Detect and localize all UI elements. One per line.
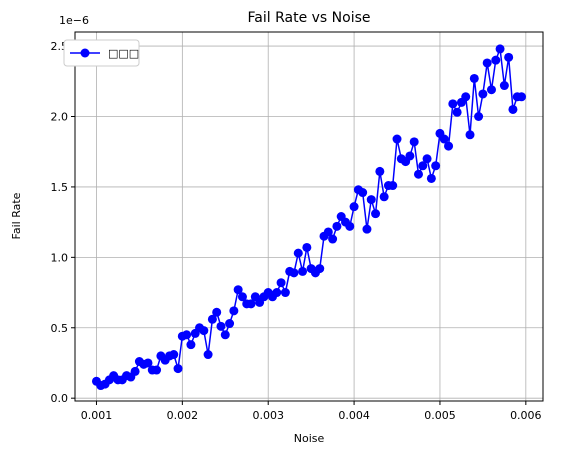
data-point: [203, 350, 213, 360]
data-point: [371, 209, 381, 219]
data-point: [418, 161, 428, 171]
x-tick-label: 0.004: [338, 409, 370, 422]
data-point: [233, 285, 243, 295]
data-point: [289, 268, 299, 278]
data-point: [143, 358, 153, 368]
x-tick-label: 0.002: [167, 409, 199, 422]
y-tick-label: 1.5: [51, 181, 69, 194]
data-point: [323, 227, 333, 237]
data-point: [212, 307, 222, 317]
data-point: [358, 188, 368, 198]
y-axis-label: Fail Rate: [10, 192, 23, 239]
x-tick-label: 0.006: [510, 409, 542, 422]
data-point: [495, 44, 505, 54]
data-point: [328, 234, 338, 244]
data-point: [186, 340, 196, 350]
data-point: [225, 319, 235, 329]
data-point: [392, 134, 402, 144]
y-tick-label: 0.5: [51, 322, 69, 335]
data-point: [413, 169, 423, 179]
data-point: [444, 141, 454, 151]
data-point: [482, 58, 492, 68]
data-point: [276, 278, 286, 288]
x-tick-label: 0.001: [81, 409, 113, 422]
data-point: [272, 288, 282, 298]
data-point: [207, 314, 217, 324]
data-point: [422, 154, 432, 164]
data-point: [491, 55, 501, 65]
data-point: [366, 195, 376, 205]
data-point: [469, 73, 479, 83]
data-point: [388, 181, 398, 191]
data-point: [517, 92, 527, 102]
legend-label: □□□: [108, 47, 139, 60]
legend-marker: [80, 48, 90, 58]
data-point: [426, 173, 436, 183]
data-point: [499, 81, 509, 91]
data-point: [293, 248, 303, 258]
data-point: [362, 224, 372, 234]
y-tick-label: 1.0: [51, 251, 69, 264]
data-point: [298, 266, 308, 276]
data-point: [246, 299, 256, 309]
chart-title: Fail Rate vs Noise: [248, 10, 371, 26]
data-point: [375, 166, 385, 176]
data-point: [452, 107, 462, 117]
data-point: [448, 99, 458, 109]
data-point: [169, 350, 179, 360]
y-tick-label: 0.0: [51, 392, 69, 405]
legend: □□□: [63, 39, 140, 67]
data-point: [349, 202, 359, 212]
x-axis-label: Noise: [294, 432, 325, 445]
data-point: [431, 161, 441, 171]
data-point: [280, 288, 290, 298]
data-point: [409, 137, 419, 147]
data-point: [461, 92, 471, 102]
data-point: [152, 365, 162, 375]
data-point: [216, 321, 226, 331]
y-tick-label: 2.0: [51, 111, 69, 124]
y-axis-multiplier: 1e−6: [59, 14, 89, 27]
data-point: [130, 366, 140, 376]
data-point: [182, 330, 192, 340]
data-point: [220, 330, 230, 340]
data-point: [302, 242, 312, 252]
legend-box: [63, 39, 140, 67]
data-point: [504, 52, 514, 62]
data-point: [486, 85, 496, 95]
data-point: [474, 112, 484, 121]
x-tick-label: 0.005: [424, 409, 456, 422]
data-point: [439, 134, 449, 144]
data-point: [315, 264, 325, 274]
data-point: [237, 292, 247, 302]
tick-layer: 0.001 0.002 0.003 0.004 0.005 0.006 0.0 0.5 1.0 1…: [51, 40, 542, 422]
data-point: [173, 364, 183, 374]
data-point: [229, 306, 239, 316]
data-point: [199, 326, 209, 336]
plot-frame: [74, 31, 544, 402]
series-layer: [91, 44, 527, 391]
data-point: [405, 151, 415, 161]
x-tick-label: 0.003: [252, 409, 284, 422]
data-point: [478, 89, 488, 99]
data-point: [465, 130, 475, 140]
data-point: [345, 221, 355, 231]
data-point: [379, 192, 389, 202]
data-point: [508, 104, 518, 114]
data-point: [332, 221, 342, 231]
